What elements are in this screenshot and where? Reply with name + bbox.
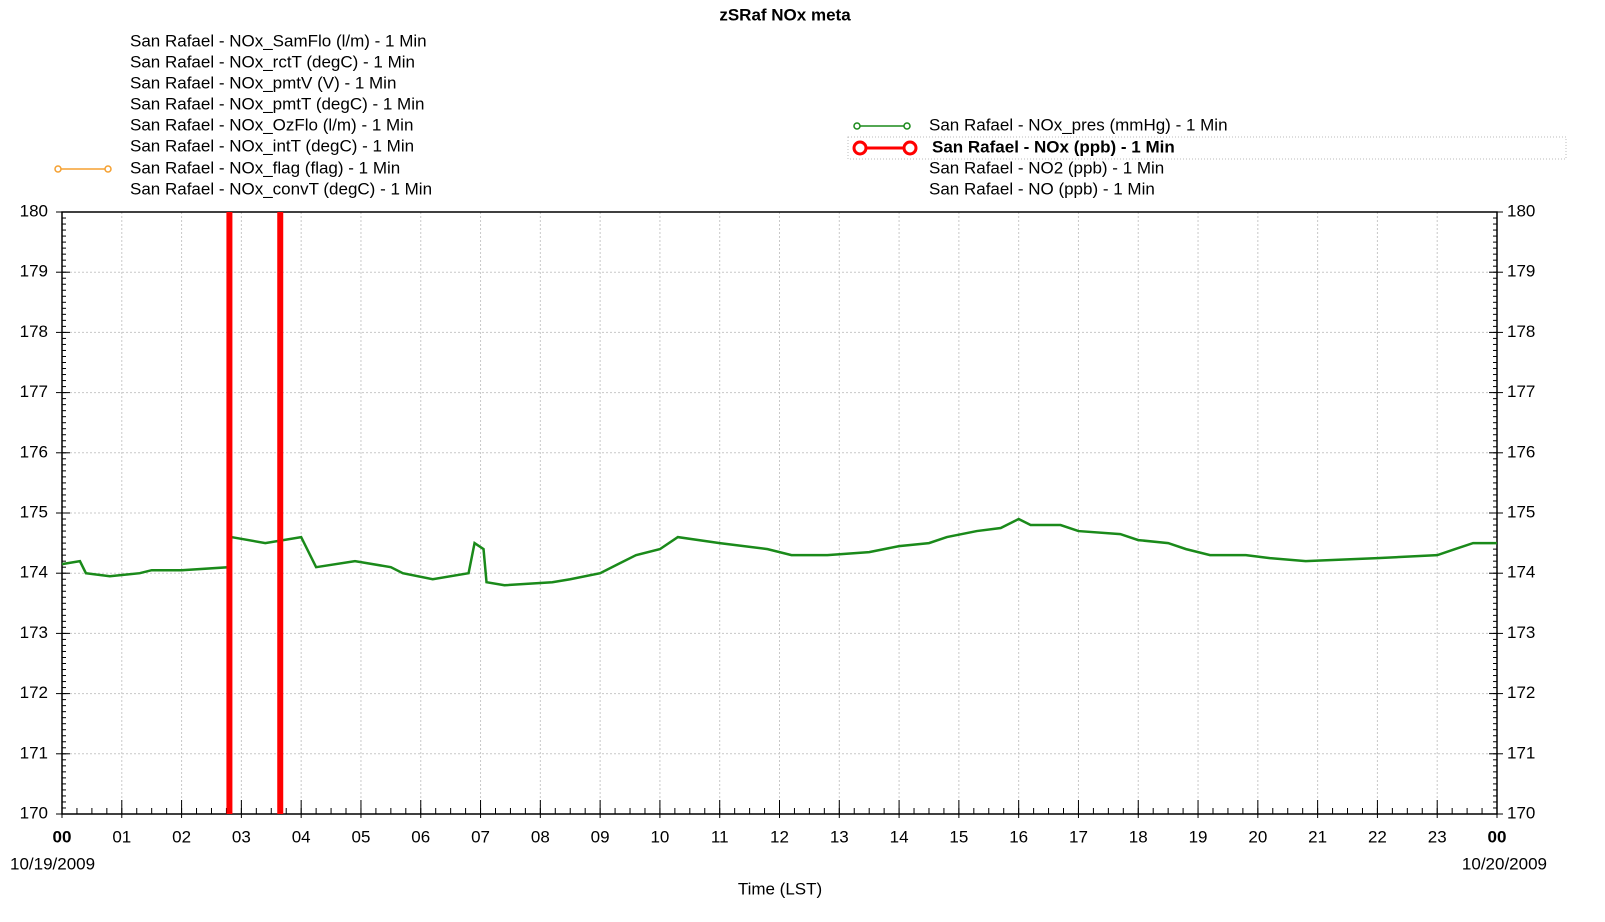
x-tick-label: 22	[1368, 827, 1387, 846]
y2-tick-label: 180	[1507, 201, 1535, 220]
x-tick-label: 16	[1009, 827, 1028, 846]
x-tick-label: 18	[1129, 827, 1148, 846]
x-tick-label: 20	[1248, 827, 1267, 846]
x-tick-label: 12	[770, 827, 789, 846]
x-tick-label: 21	[1308, 827, 1327, 846]
plot-frame	[61, 211, 1498, 815]
legend-label: San Rafael - NOx_intT (degC) - 1 Min	[130, 136, 414, 155]
x-tick-label: 11	[711, 827, 729, 846]
x-tick-label: 03	[232, 827, 251, 846]
y2-tick-label: 174	[1507, 563, 1535, 582]
legend-label: San Rafael - NOx_OzFlo (l/m) - 1 Min	[130, 115, 413, 134]
line-series	[61, 517, 1497, 587]
legend-label: San Rafael - NO (ppb) - 1 Min	[929, 179, 1155, 198]
x-tick-label: 08	[531, 827, 550, 846]
y2-tick-label: 172	[1507, 683, 1535, 702]
legend-marker	[903, 122, 911, 130]
y-tick-label: 178	[20, 322, 48, 341]
y-tick-label: 170	[20, 803, 48, 822]
x-tick-label: 13	[830, 827, 849, 846]
y2-tick-label: 170	[1507, 803, 1535, 822]
y-tick-label: 172	[20, 683, 48, 702]
x-tick-label: 06	[411, 827, 430, 846]
x-tick-label: 07	[471, 827, 490, 846]
y2-tick-label: 177	[1507, 382, 1535, 401]
x-tick-label: 02	[172, 827, 191, 846]
y-tick-label: 174	[20, 563, 48, 582]
x-tick-label: 09	[591, 827, 610, 846]
y2-tick-label: 179	[1507, 262, 1535, 281]
legend-marker	[853, 122, 861, 130]
y2-tick-label: 175	[1507, 502, 1535, 521]
x-tick-label: 00	[1488, 827, 1507, 846]
y-tick-label: 175	[20, 502, 48, 521]
y2-tick-label: 171	[1507, 743, 1535, 762]
legend-label: San Rafael - NOx_rctT (degC) - 1 Min	[130, 52, 415, 71]
x-tick-label: 17	[1069, 827, 1088, 846]
end-date: 10/20/2009	[1462, 854, 1547, 873]
x-tick-label: 05	[351, 827, 370, 846]
legend-marker	[104, 165, 112, 173]
x-axis-label: Time (LST)	[738, 879, 822, 898]
legend-label: San Rafael - NOx_SamFlo (l/m) - 1 Min	[130, 31, 427, 50]
x-tick-label: 04	[292, 827, 311, 846]
x-tick-label: 00	[53, 827, 72, 846]
x-tick-label: 15	[949, 827, 968, 846]
y-tick-label: 171	[20, 743, 48, 762]
y-tick-label: 173	[20, 623, 48, 642]
x-tick-label: 10	[650, 827, 669, 846]
x-tick-label: 01	[112, 827, 131, 846]
legend-marker	[852, 140, 868, 156]
legend-label: San Rafael - NOx_pmtT (degC) - 1 Min	[130, 94, 424, 113]
legend-marker	[54, 165, 62, 173]
x-tick-label: 19	[1189, 827, 1208, 846]
legend-marker	[902, 140, 918, 156]
y-tick-label: 180	[20, 201, 48, 220]
y2-tick-label: 176	[1507, 442, 1535, 461]
legend-label: San Rafael - NO2 (ppb) - 1 Min	[929, 158, 1164, 177]
y-tick-label: 179	[20, 262, 48, 281]
y2-tick-label: 173	[1507, 623, 1535, 642]
start-date: 10/19/2009	[10, 854, 95, 873]
legend-label: San Rafael - NOx_pmtV (V) - 1 Min	[130, 73, 396, 92]
legend-selection	[847, 136, 1567, 160]
chart-title: zSRaf NOx meta	[719, 5, 851, 24]
y-tick-label: 177	[20, 382, 48, 401]
x-tick-label: 14	[890, 827, 909, 846]
legend-label: San Rafael - NOx_flag (flag) - 1 Min	[130, 158, 400, 177]
x-tick-label: 23	[1428, 827, 1447, 846]
legend-label: San Rafael - NOx (ppb) - 1 Min	[932, 137, 1175, 156]
y2-tick-label: 178	[1507, 322, 1535, 341]
legend-label: San Rafael - NOx_convT (degC) - 1 Min	[130, 179, 432, 198]
y-tick-label: 176	[20, 442, 48, 461]
legend-label: San Rafael - NOx_pres (mmHg) - 1 Min	[929, 115, 1228, 134]
